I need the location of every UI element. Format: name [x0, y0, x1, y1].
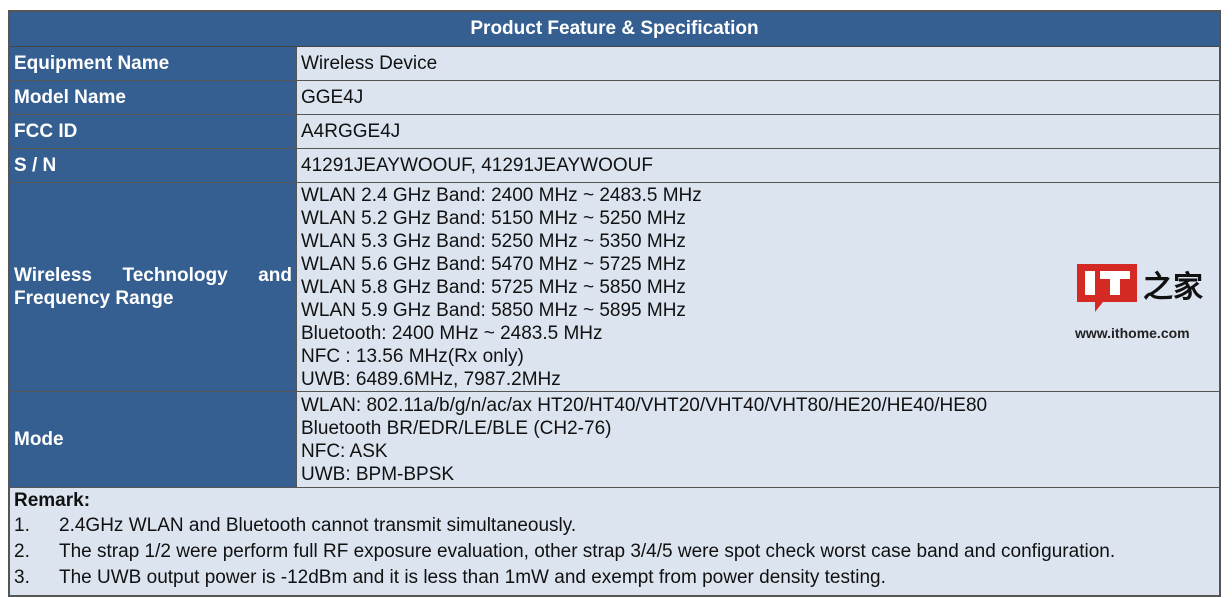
row-value: UWB: 6489.6MHz, 7987.2MHz [301, 368, 561, 390]
remark-number: 3. [14, 567, 30, 588]
remark-number: 2. [14, 541, 30, 562]
ithome-watermark-logo: 之家 www.ithome.com [1074, 262, 1215, 342]
row-label: Model Name [10, 81, 297, 114]
row-label: Mode [10, 392, 297, 487]
row-value: WLAN 5.3 GHz Band: 5250 MHz ~ 5350 MHz [301, 230, 686, 252]
spec-table: Product Feature & Specification Equipmen… [8, 10, 1221, 597]
table-row: FCC ID A4RGGE4J [10, 115, 1219, 149]
table-row: Mode WLAN: 802.11a/b/g/n/ac/ax HT20/HT40… [10, 392, 1219, 488]
row-value: WLAN 5.9 GHz Band: 5850 MHz ~ 5895 MHz [301, 299, 686, 321]
remark-text: 2.4GHz WLAN and Bluetooth cannot transmi… [59, 515, 577, 536]
row-value: WLAN: 802.11a/b/g/n/ac/ax HT20/HT40/VHT2… [301, 394, 988, 416]
row-value: A4RGGE4J [301, 120, 401, 142]
row-value: 41291JEAYWOOUF, 41291JEAYWOOUF [301, 154, 653, 176]
svg-text:之家: 之家 [1143, 270, 1203, 305]
row-value: NFC : 13.56 MHz(Rx only) [301, 345, 524, 367]
table-row: S / N 41291JEAYWOOUF, 41291JEAYWOOUF [10, 149, 1219, 183]
row-label: FCC ID [10, 115, 297, 148]
row-value: WLAN 5.2 GHz Band: 5150 MHz ~ 5250 MHz [301, 207, 686, 229]
row-label-text: Wireless Technology and Frequency Range [14, 265, 292, 309]
row-value: WLAN 5.6 GHz Band: 5470 MHz ~ 5725 MHz [301, 253, 686, 275]
row-value: NFC: ASK [301, 440, 388, 462]
remark-item: 1. 2.4GHz WLAN and Bluetooth cannot trans… [14, 513, 1215, 539]
row-label: Equipment Name [10, 47, 297, 80]
row-value: Bluetooth BR/EDR/LE/BLE (CH2-76) [301, 417, 612, 439]
table-row: Equipment Name Wireless Device [10, 47, 1219, 81]
row-value: UWB: BPM-BPSK [301, 463, 455, 485]
remark-item: 2. The strap 1/2 were perform full RF exp… [14, 539, 1215, 565]
table-title: Product Feature & Specification [10, 12, 1219, 47]
remark-title: Remark: [14, 490, 91, 511]
row-value: Wireless Device [301, 52, 438, 74]
remark-number: 1. [14, 515, 30, 536]
remark-text: The strap 1/2 were perform full RF expos… [59, 541, 1116, 562]
row-value: GGE4J [301, 86, 364, 108]
row-label: S / N [10, 149, 297, 182]
remark-item: 3. The UWB output power is -12dBm and it … [14, 565, 1215, 591]
table-row: Wireless Technology and Frequency Range … [10, 183, 1219, 392]
row-value: Bluetooth: 2400 MHz ~ 2483.5 MHz [301, 322, 603, 344]
table-row: Model Name GGE4J [10, 81, 1219, 115]
ithome-logo-icon: 之家 www.ithome.com [1074, 264, 1203, 341]
row-value: WLAN 5.8 GHz Band: 5725 MHz ~ 5850 MHz [301, 276, 686, 298]
remark-text: The UWB output power is -12dBm and it is… [59, 567, 886, 588]
row-label: Wireless Technology and Frequency Range [10, 183, 297, 391]
svg-text:www.ithome.com: www.ithome.com [1075, 325, 1190, 341]
row-value: WLAN 2.4 GHz Band: 2400 MHz ~ 2483.5 MHz [301, 184, 702, 206]
remark-section: Remark: 1. 2.4GHz WLAN and Bluetooth cann… [10, 488, 1219, 595]
